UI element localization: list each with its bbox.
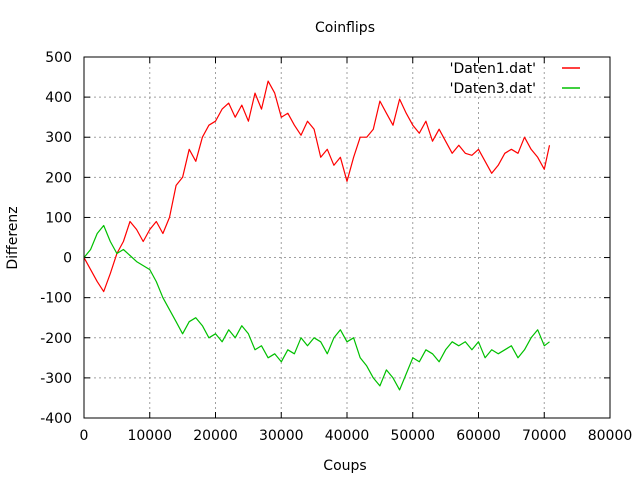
legend: 'Daten1.dat' 'Daten3.dat' (450, 61, 580, 97)
x-axis-label: Coups (323, 458, 366, 474)
x-tick-label: 10000 (127, 428, 172, 444)
y-tick-label: 100 (45, 210, 72, 226)
y-tick-label: 0 (63, 251, 72, 267)
y-tick-label: -100 (40, 291, 72, 307)
series-line-2 (83, 224, 550, 391)
x-tick-label: 30000 (259, 428, 304, 444)
y-tick-label: 200 (45, 170, 72, 186)
x-tick-label: 50000 (390, 428, 435, 444)
x-tick-label: 80000 (588, 428, 633, 444)
legend-label: 'Daten1.dat' (450, 61, 536, 77)
y-axis-label: Differenz (5, 206, 21, 269)
y-tick-label: 400 (45, 90, 72, 106)
y-tick-label: 500 (45, 50, 72, 66)
x-tick-label: 40000 (325, 428, 370, 444)
y-tick-label: -200 (40, 331, 72, 347)
plot-frame (83, 56, 611, 419)
x-tick-label: 70000 (522, 428, 567, 444)
x-tick-label: 0 (80, 428, 89, 444)
y-tick-label: -300 (40, 371, 72, 387)
x-tick-label: 20000 (193, 428, 238, 444)
chart-title: Coinflips (315, 20, 375, 36)
legend-label: 'Daten3.dat' (450, 81, 536, 97)
axis-ticks: 0 10000 20000 30000 40000 50000 60000 70000 8000… (40, 50, 632, 444)
y-tick-label: -400 (40, 411, 72, 427)
y-tick-label: 300 (45, 130, 72, 146)
series-line-1 (83, 80, 551, 293)
grid-lines (84, 57, 610, 418)
series-layer (83, 80, 551, 391)
x-tick-label: 60000 (456, 428, 501, 444)
